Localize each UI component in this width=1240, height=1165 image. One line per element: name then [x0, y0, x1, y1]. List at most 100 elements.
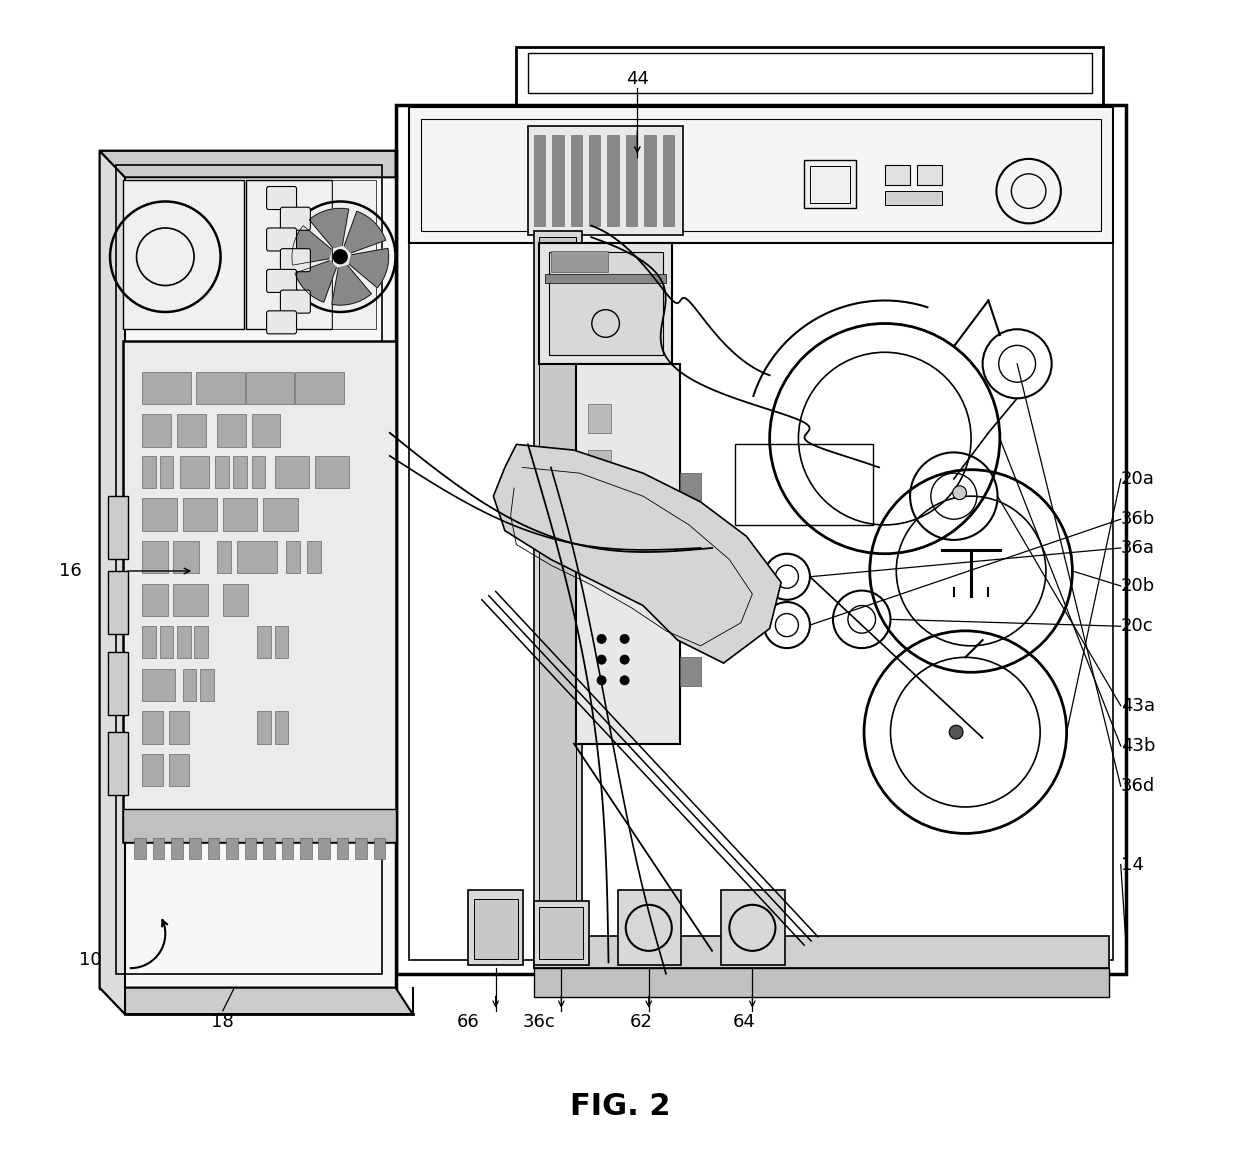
Polygon shape [291, 226, 331, 266]
Bar [143, 415, 171, 446]
Text: 36b: 36b [1121, 510, 1156, 528]
FancyBboxPatch shape [267, 269, 296, 292]
Bar [223, 499, 258, 531]
Text: 64: 64 [733, 1014, 755, 1031]
Bar [108, 496, 129, 559]
Bar [123, 179, 243, 330]
Circle shape [620, 676, 629, 685]
Bar [258, 627, 272, 658]
Bar [169, 712, 190, 743]
Circle shape [949, 726, 963, 739]
Bar [217, 541, 231, 573]
Bar [190, 838, 201, 859]
Bar [528, 52, 1092, 93]
Circle shape [596, 676, 606, 685]
Bar [396, 105, 1126, 974]
Bar [143, 584, 167, 616]
Polygon shape [99, 150, 396, 177]
Bar [533, 135, 546, 226]
Bar [539, 243, 672, 363]
Bar [252, 415, 280, 446]
Bar [577, 363, 680, 743]
Text: 62: 62 [629, 1014, 652, 1031]
Bar [286, 541, 300, 573]
Bar [171, 838, 182, 859]
Bar [533, 968, 1110, 997]
Text: 36c: 36c [523, 1014, 556, 1031]
Bar [153, 838, 164, 859]
Bar [533, 935, 1110, 968]
FancyBboxPatch shape [267, 186, 296, 210]
Text: 20c: 20c [1121, 617, 1153, 635]
Bar [143, 712, 162, 743]
Bar [467, 890, 523, 965]
Bar [295, 372, 343, 404]
Bar [180, 456, 210, 488]
Bar [409, 119, 1112, 960]
Bar [195, 627, 208, 658]
Bar [275, 627, 289, 658]
Text: 43a: 43a [1121, 697, 1154, 714]
Bar [618, 890, 681, 965]
Bar [275, 712, 289, 743]
Bar [252, 456, 265, 488]
Bar [805, 160, 856, 209]
Bar [315, 456, 350, 488]
Bar [244, 838, 257, 859]
Text: 14: 14 [1121, 855, 1143, 874]
Bar [182, 669, 196, 701]
Bar [608, 135, 619, 226]
Bar [174, 541, 198, 573]
Text: 18: 18 [212, 1014, 234, 1031]
Circle shape [334, 249, 347, 263]
Polygon shape [99, 988, 413, 1015]
Circle shape [596, 655, 606, 664]
Bar [918, 164, 942, 185]
Bar [533, 232, 582, 968]
Bar [246, 372, 294, 404]
Circle shape [620, 655, 629, 664]
Bar [182, 499, 217, 531]
Bar [215, 456, 228, 488]
Bar [263, 838, 275, 859]
Bar [409, 107, 1112, 243]
Bar [546, 274, 666, 283]
Bar [174, 584, 208, 616]
Text: FIG. 2: FIG. 2 [569, 1092, 671, 1121]
Bar [300, 838, 311, 859]
Bar [208, 838, 219, 859]
Bar [237, 541, 277, 573]
Bar [337, 838, 348, 859]
Bar [355, 838, 367, 859]
Bar [373, 838, 386, 859]
Bar [108, 571, 129, 634]
Bar [217, 415, 246, 446]
Text: 10: 10 [79, 951, 102, 969]
Text: 36a: 36a [1121, 539, 1154, 557]
Bar [588, 404, 611, 433]
FancyBboxPatch shape [267, 311, 296, 334]
Bar [281, 838, 293, 859]
Bar [626, 135, 637, 226]
Bar [143, 669, 175, 701]
Bar [275, 456, 309, 488]
Polygon shape [494, 444, 781, 663]
FancyBboxPatch shape [280, 207, 310, 231]
Bar [143, 456, 156, 488]
Bar [108, 732, 129, 796]
Bar [680, 612, 701, 640]
Bar [420, 119, 1101, 232]
Polygon shape [332, 266, 371, 305]
Text: 44: 44 [626, 70, 649, 89]
Bar [735, 444, 873, 525]
Bar [196, 372, 244, 404]
Bar [680, 520, 701, 548]
Bar [589, 135, 600, 226]
Bar [306, 541, 321, 573]
Text: 66: 66 [456, 1014, 480, 1031]
Bar [644, 135, 656, 226]
Bar [528, 126, 683, 235]
Bar [548, 252, 662, 354]
Polygon shape [309, 209, 348, 248]
Bar [539, 238, 577, 962]
